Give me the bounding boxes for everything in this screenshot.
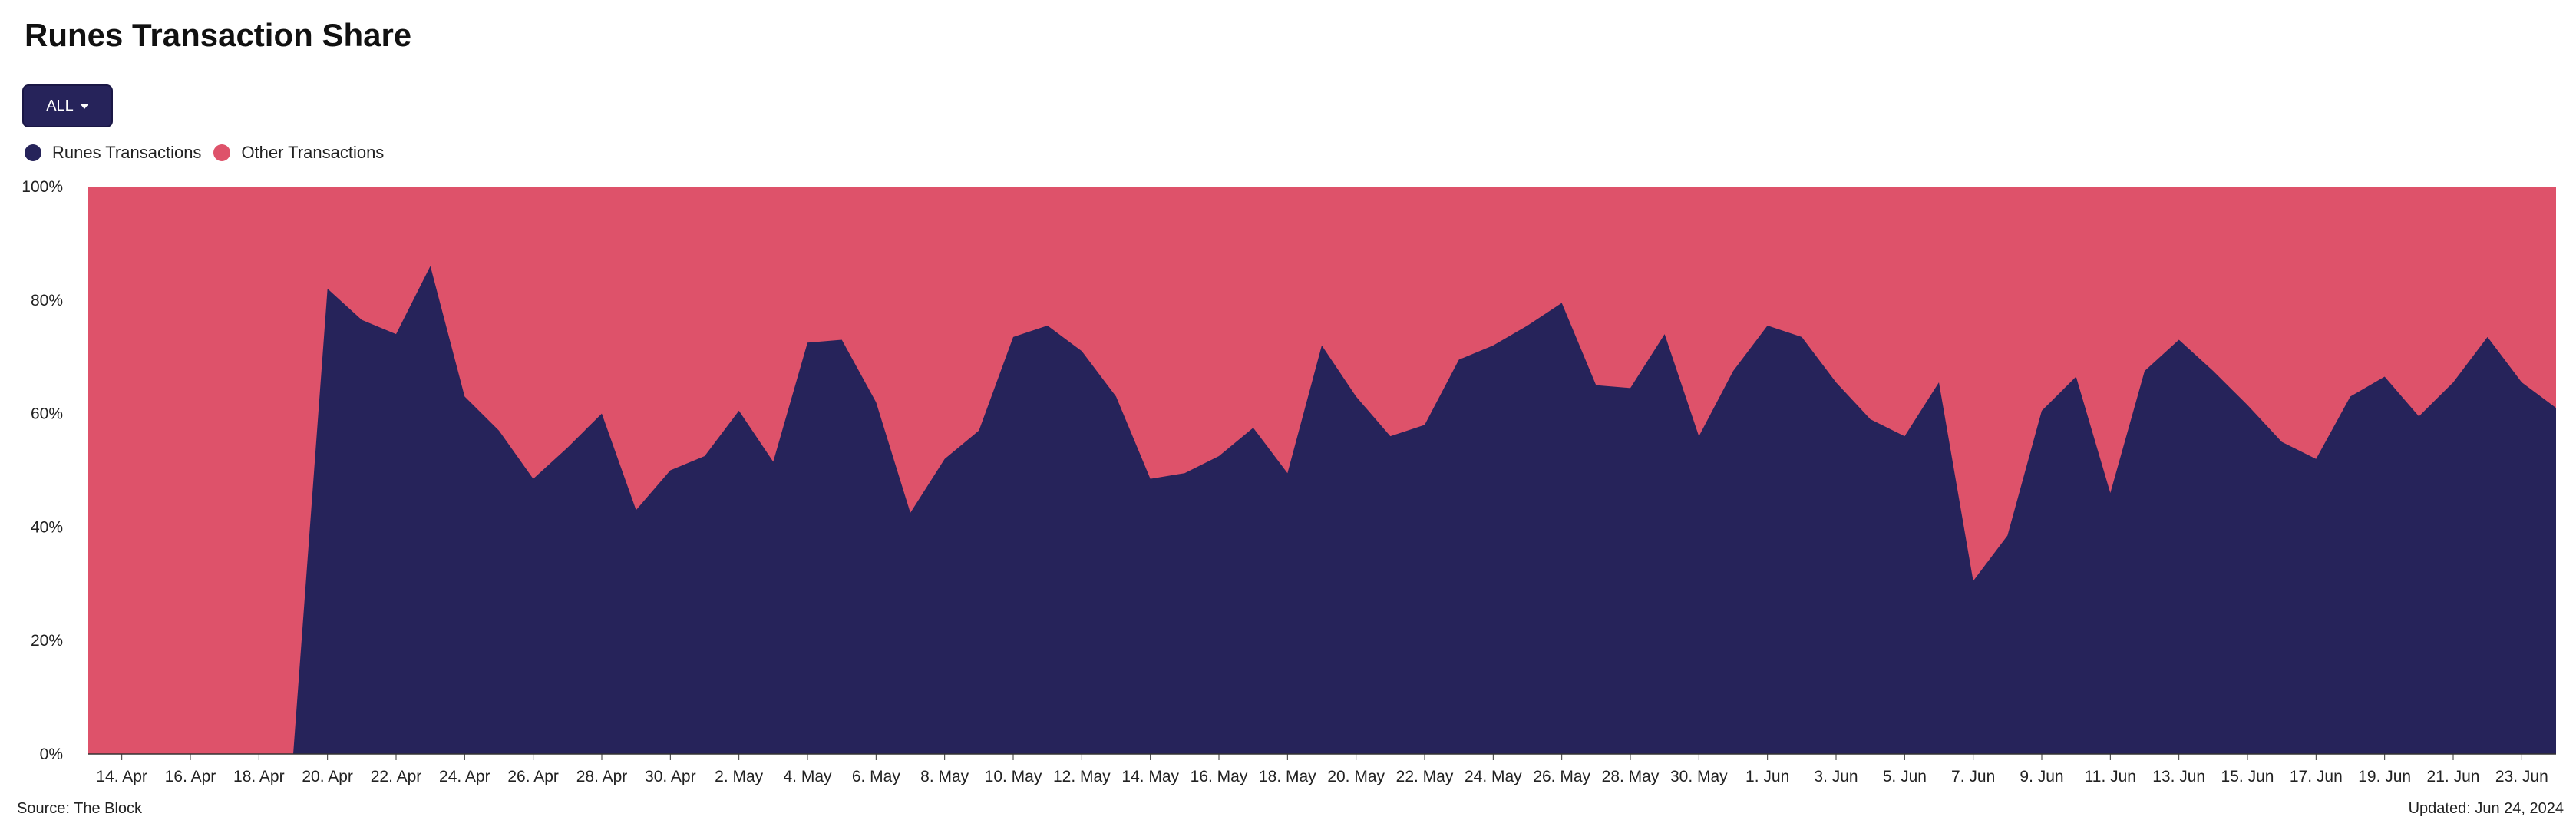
- legend-dot-other: [213, 144, 231, 161]
- x-tick-label: 30. Apr: [645, 768, 696, 785]
- x-tick-label: 23. Jun: [2495, 768, 2548, 785]
- x-tick-label: 9. Jun: [2020, 768, 2063, 785]
- x-tick-label: 26. Apr: [507, 768, 559, 785]
- x-tick-label: 28. Apr: [576, 768, 628, 785]
- x-tick-label: 16. May: [1191, 768, 1248, 785]
- x-tick-label: 14. May: [1121, 768, 1179, 785]
- y-tick-label-80: 80%: [31, 292, 63, 309]
- x-tick-label: 13. Jun: [2152, 768, 2205, 785]
- x-tick-label: 26. May: [1533, 768, 1590, 785]
- range-filter-button[interactable]: ALL: [22, 84, 113, 127]
- x-tick-label: 1. Jun: [1745, 768, 1789, 785]
- caret-down-icon: [79, 103, 89, 109]
- chart-legend: Runes Transactions Other Transactions: [25, 143, 396, 163]
- legend-label-other: Other Transactions: [241, 143, 385, 162]
- x-tick-label: 17. Jun: [2290, 768, 2343, 785]
- y-tick-label-100: 100%: [21, 178, 63, 196]
- legend-item-runes[interactable]: Runes Transactions: [25, 143, 201, 163]
- x-tick-label: 19. Jun: [2358, 768, 2411, 785]
- y-tick-label-20: 20%: [31, 632, 63, 650]
- x-tick-label: 21. Jun: [2427, 768, 2480, 785]
- updated-note: Updated: Jun 24, 2024: [2408, 800, 2564, 817]
- legend-dot-runes: [25, 144, 41, 161]
- x-tick-label: 5. Jun: [1883, 768, 1927, 785]
- y-tick-label-40: 40%: [31, 518, 63, 536]
- x-tick-label: 30. May: [1670, 768, 1728, 785]
- x-tick-label: 24. Apr: [439, 768, 490, 785]
- x-tick-label: 15. Jun: [2221, 768, 2274, 785]
- x-tick-label: 2. May: [715, 768, 764, 785]
- x-tick-label: 7. Jun: [1951, 768, 1995, 785]
- x-tick-label: 10. May: [985, 768, 1042, 785]
- legend-label-runes: Runes Transactions: [52, 143, 202, 162]
- series-area-runes-transactions: [88, 266, 2556, 755]
- x-tick-label: 22. Apr: [371, 768, 422, 785]
- x-tick-label: 4. May: [783, 768, 832, 785]
- x-tick-label: 12. May: [1053, 768, 1111, 785]
- x-tick-label: 6. May: [852, 768, 901, 785]
- y-tick-label-60: 60%: [31, 405, 63, 423]
- legend-item-other[interactable]: Other Transactions: [213, 143, 384, 163]
- x-tick-label: 24. May: [1465, 768, 1522, 785]
- x-tick-label: 20. May: [1327, 768, 1385, 785]
- chart-title: Runes Transaction Share: [25, 17, 412, 53]
- x-tick-label: 18. Apr: [233, 768, 285, 785]
- x-tick-label: 18. May: [1259, 768, 1316, 785]
- x-tick-label: 8. May: [920, 768, 969, 785]
- source-note: Source: The Block: [17, 800, 143, 817]
- x-tick-label: 3. Jun: [1814, 768, 1858, 785]
- y-tick-label-0: 0%: [40, 746, 63, 763]
- x-tick-label: 16. Apr: [165, 768, 216, 785]
- x-tick-label: 28. May: [1602, 768, 1660, 785]
- x-tick-label: 20. Apr: [302, 768, 353, 785]
- range-filter-label: ALL: [46, 97, 74, 114]
- x-tick-label: 11. Jun: [2085, 768, 2136, 785]
- x-tick-label: 14. Apr: [96, 768, 147, 785]
- x-tick-label: 22. May: [1396, 768, 1454, 785]
